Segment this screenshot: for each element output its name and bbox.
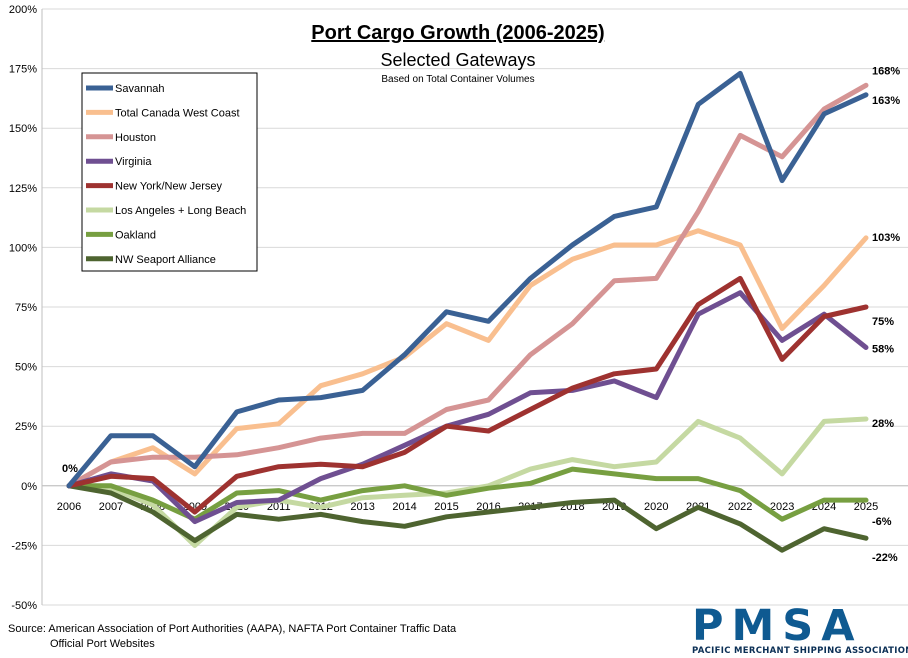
end-value-label: 58% bbox=[872, 344, 894, 356]
x-tick-label: 2011 bbox=[267, 501, 291, 513]
start-value-label: 0% bbox=[62, 463, 78, 475]
series-line-savannah bbox=[66, 70, 869, 489]
legend-entry: Virginia bbox=[115, 156, 152, 168]
chart-note: Based on Total Container Volumes bbox=[381, 74, 534, 85]
y-tick-label: 0% bbox=[21, 481, 37, 493]
y-tick-label: 50% bbox=[15, 362, 37, 374]
x-tick-label: 2023 bbox=[770, 501, 794, 513]
end-value-label: -6% bbox=[872, 516, 892, 528]
end-labels: 163% 103% 168% 58% 75% 28% -6% -22% bbox=[872, 65, 900, 564]
source-line-2: Official Port Websites bbox=[50, 638, 155, 650]
x-tick-label: 2020 bbox=[644, 501, 668, 513]
series-lines bbox=[66, 70, 869, 553]
y-tick-label: 25% bbox=[15, 421, 37, 433]
legend-entry: Total Canada West Coast bbox=[115, 107, 240, 119]
logo-letters: PMSA bbox=[692, 601, 863, 651]
y-tick-label: 100% bbox=[9, 242, 37, 254]
series-line-oakland bbox=[66, 466, 869, 522]
series-line-nw-seaport-alliance bbox=[66, 483, 869, 553]
end-value-label: -22% bbox=[872, 552, 898, 564]
end-value-label: 163% bbox=[872, 95, 900, 107]
chart-title: Port Cargo Growth (2006-2025) bbox=[311, 22, 604, 44]
x-tick-label: 2007 bbox=[99, 501, 123, 513]
series-line-new-york-new-jersey bbox=[66, 275, 869, 515]
y-tick-label: 75% bbox=[15, 302, 37, 314]
legend-entry: Oakland bbox=[115, 229, 156, 241]
legend-box bbox=[81, 72, 258, 272]
series-line-virginia bbox=[66, 290, 869, 525]
y-tick-label: 150% bbox=[9, 123, 37, 135]
legend: Savannah Total Canada West Coast Houston Vi… bbox=[81, 72, 258, 272]
x-tick-label: 2015 bbox=[434, 501, 458, 513]
source-note: Source: American Association of Port Aut… bbox=[8, 622, 456, 652]
chart-subtitle: Selected Gateways bbox=[380, 50, 535, 70]
pmsa-logo: PMSA PACIFIC MERCHANT SHIPPING ASSOCIATI… bbox=[692, 601, 908, 657]
logo-tagline: PACIFIC MERCHANT SHIPPING ASSOCIATION bbox=[692, 646, 908, 656]
x-tick-label: 2014 bbox=[392, 501, 416, 513]
legend-entry: Savannah bbox=[115, 83, 165, 95]
x-tick-label: 2013 bbox=[350, 501, 374, 513]
end-value-label: 75% bbox=[872, 316, 894, 328]
y-tick-label: -50% bbox=[11, 600, 37, 612]
x-tick-label: 2025 bbox=[854, 501, 878, 513]
y-tick-label: 125% bbox=[9, 183, 37, 195]
legend-entry: New York/New Jersey bbox=[115, 181, 222, 193]
y-tick-label: 175% bbox=[9, 64, 37, 76]
series-line-total-canada-west-coast bbox=[66, 228, 869, 489]
y-tick-label: -25% bbox=[11, 540, 37, 552]
source-line-1: Source: American Association of Port Aut… bbox=[8, 623, 457, 635]
x-tick-label: 2022 bbox=[728, 501, 752, 513]
legend-entry: Los Angeles + Long Beach bbox=[115, 205, 246, 217]
legend-entry: Houston bbox=[115, 132, 156, 144]
y-tick-label: 200% bbox=[9, 4, 37, 16]
legend-entry: NW Seaport Alliance bbox=[115, 254, 216, 266]
end-value-label: 168% bbox=[872, 65, 900, 77]
x-tick-label: 2006 bbox=[57, 501, 81, 513]
end-value-label: 103% bbox=[872, 232, 900, 244]
end-value-label: 28% bbox=[872, 418, 894, 430]
y-axis-ticks: 200% 175% 150% 125% 100% 75% 50% 25% 0% -25% -50% bbox=[9, 4, 37, 612]
